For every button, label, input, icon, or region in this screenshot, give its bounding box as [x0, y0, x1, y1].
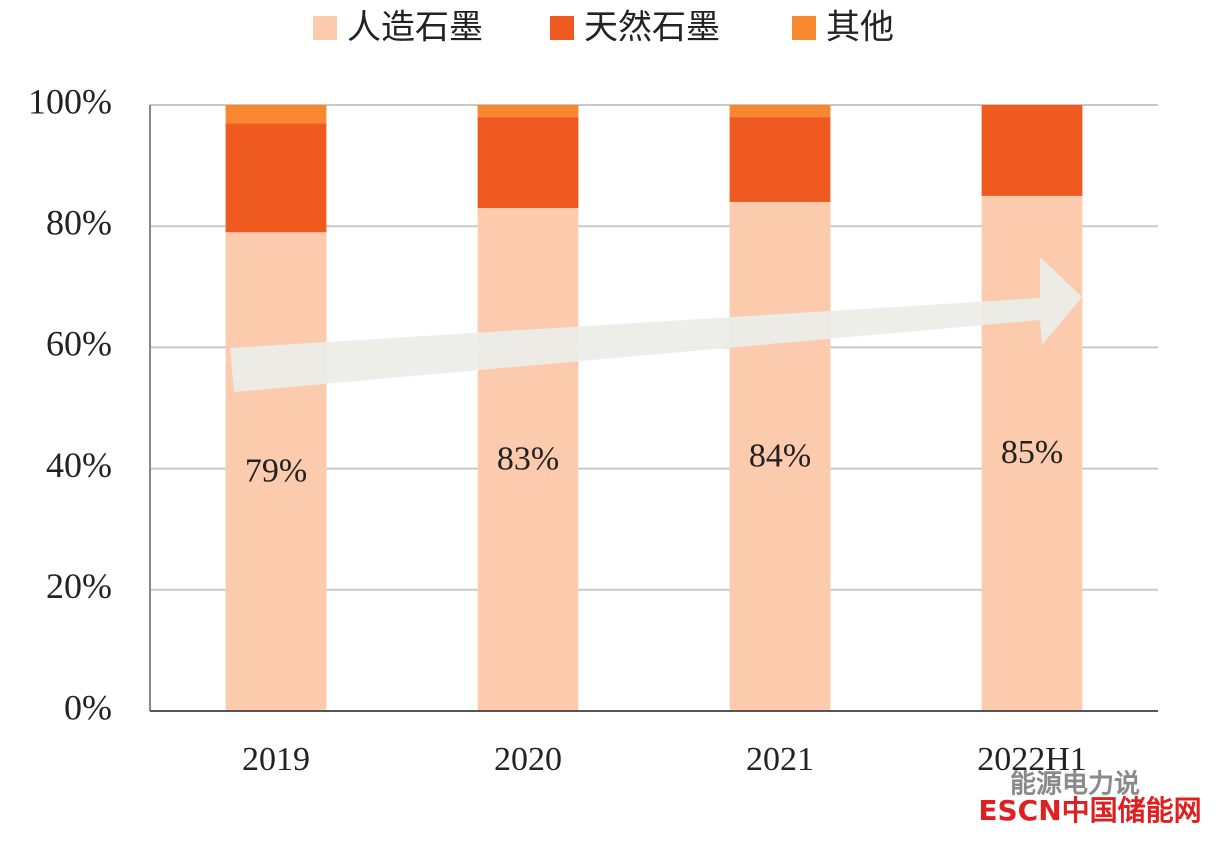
y-tick-label: 20%: [46, 566, 112, 606]
bar-segment: [477, 208, 579, 711]
legend-label: 其他: [826, 8, 894, 48]
y-tick-label: 0%: [64, 687, 112, 727]
legend-label: 人造石墨: [347, 8, 483, 48]
legend-swatch: [792, 16, 816, 40]
y-tick-label: 40%: [46, 445, 112, 485]
bar-segment: [477, 117, 579, 209]
y-tick-label: 100%: [28, 81, 112, 121]
bar-segment: [729, 117, 831, 202]
x-tick-label: 2021: [746, 741, 814, 778]
x-tick-label: 2020: [494, 741, 562, 778]
bar-segment: [225, 232, 327, 711]
value-label: 79%: [245, 452, 307, 489]
value-label: 83%: [497, 440, 559, 477]
bar-segment: [981, 105, 1083, 196]
x-tick-label: 2022H1: [977, 741, 1087, 778]
bar-segment: [225, 105, 327, 124]
legend-swatch: [550, 16, 574, 40]
bars-group: [225, 105, 1083, 711]
value-label: 85%: [1001, 434, 1063, 471]
bar-segment: [729, 105, 831, 118]
watermark: 能源电力说: [1010, 769, 1140, 800]
y-tick-label: 80%: [46, 202, 112, 242]
labels-group: 0% 20% 40% 60% 80% 100% 2019 79% 2020 83% 2021 84% 2…: [28, 8, 1087, 778]
bar-segment: [225, 123, 327, 233]
x-tick-label: 2019: [242, 741, 310, 778]
y-tick-label: 60%: [46, 324, 112, 364]
value-label: 84%: [749, 437, 811, 474]
trend-arrow: [230, 257, 1082, 392]
bar-segment: [729, 201, 831, 711]
legend-swatch: [313, 16, 337, 40]
watermark: ESCN中国储能网: [978, 794, 1201, 827]
bar-segment: [477, 105, 579, 118]
legend-label: 天然石墨: [584, 8, 720, 48]
